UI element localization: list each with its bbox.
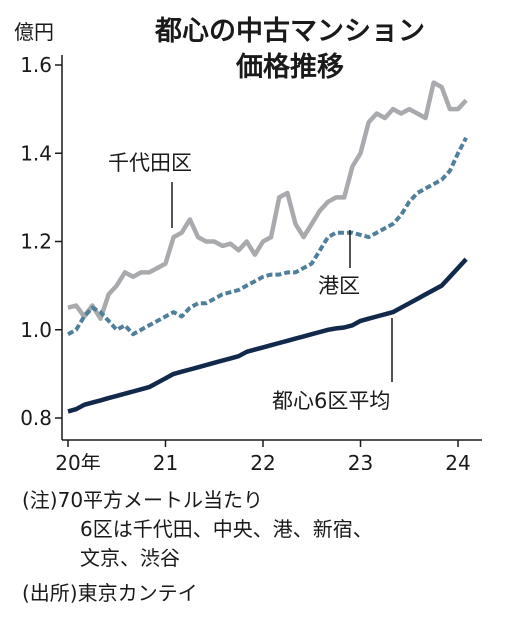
chart-title: 都心の中古マンション <box>154 16 425 47</box>
x-tick-label: 23 <box>348 451 373 470</box>
note-line-2: 6区は千代田、中央、港、新宿、 <box>80 517 373 541</box>
x-ticks: 20年 21 22 23 24 <box>55 440 471 470</box>
note-line-3: 文京、渋谷 <box>80 546 180 570</box>
y-axis-label: 億円 <box>14 20 54 44</box>
y-tick-label: 1.6 <box>20 53 52 77</box>
y-tick-label: 1.4 <box>20 141 52 165</box>
chart-subtitle: 価格推移 <box>235 52 344 83</box>
y-tick-label: 0.8 <box>20 406 52 430</box>
series-line-港区 <box>67 136 468 337</box>
y-ticks: 0.8 1.0 1.2 1.4 1.6 <box>20 53 62 430</box>
source-note: (出所)東京カンテイ <box>22 581 198 605</box>
y-tick-label: 1.0 <box>20 318 52 342</box>
x-tick-label: 22 <box>250 451 275 470</box>
x-tick-label: 21 <box>153 451 178 470</box>
line-chart: 都心の中古マンション 価格推移 億円 0.8 1.0 1.2 1.4 1.6 20年 21… <box>14 16 482 470</box>
series-line-千代田区 <box>67 80 468 321</box>
note-line-1: (注)70平方メートル当たり <box>22 488 264 512</box>
x-tick-label: 24 <box>445 451 470 470</box>
y-tick-label: 1.2 <box>20 230 52 254</box>
annotation-label: 千代田区 <box>108 151 192 175</box>
series-group <box>67 80 468 414</box>
annotation-label: 都心6区平均 <box>272 389 390 413</box>
x-tick-label: 20年 <box>55 451 100 470</box>
annotation-label: 港区 <box>318 274 360 298</box>
series-line-都心6区平均 <box>67 257 468 414</box>
footnotes: (注)70平方メートル当たり 6区は千代田、中央、港、新宿、 文京、渋谷 (出所… <box>22 486 492 608</box>
